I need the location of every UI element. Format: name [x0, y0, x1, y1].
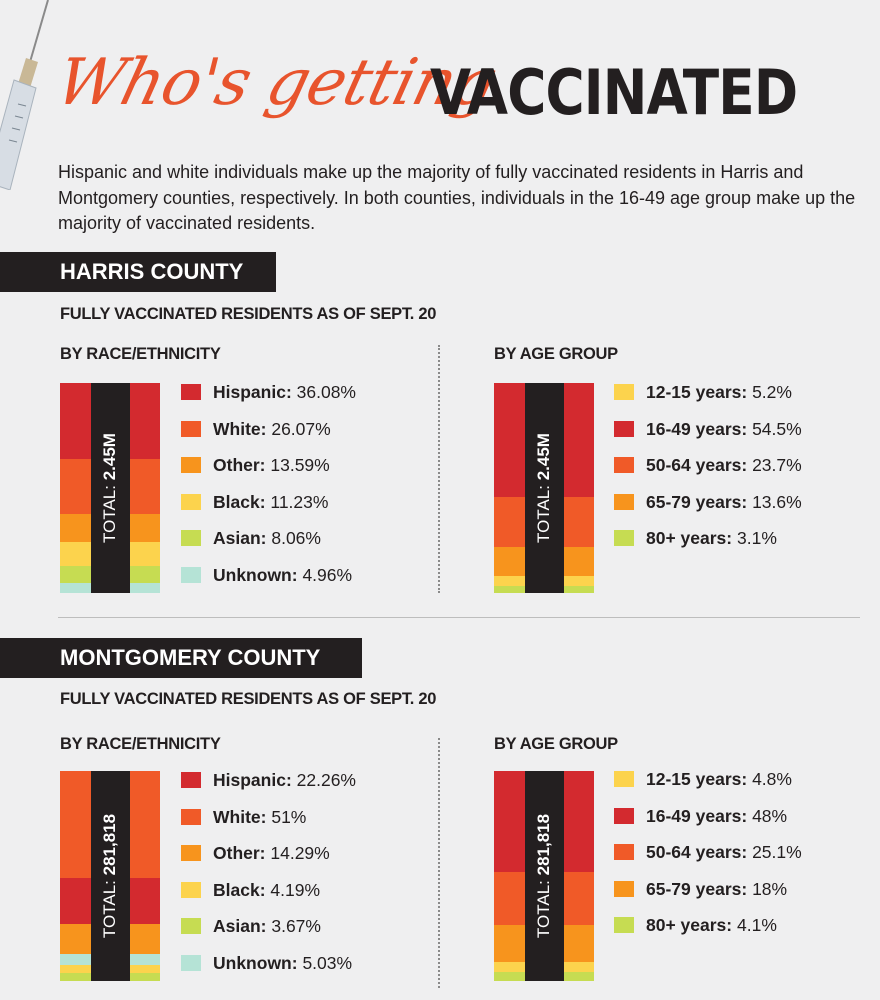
total-spine — [91, 383, 130, 593]
age-head-harris: BY AGE GROUP — [494, 345, 618, 363]
race-stacked-bar-montgomery: TOTAL: 281,818 — [60, 771, 160, 982]
total-spine — [525, 383, 564, 593]
total-label: TOTAL: 281,818 — [534, 813, 553, 939]
age-head-montgomery: BY AGE GROUP — [494, 735, 618, 753]
legend-item: Asian: 8.06% — [181, 528, 441, 565]
legend-item: Other: 14.29% — [181, 843, 441, 880]
legend-label: Asian: 8.06% — [213, 528, 321, 548]
legend-item: Unknown: 5.03% — [181, 953, 441, 990]
legend-label: Hispanic: 22.26% — [213, 770, 356, 790]
legend-item: White: 26.07% — [181, 419, 441, 456]
legend-item: White: 51% — [181, 807, 441, 844]
section-divider — [58, 617, 860, 618]
legend-item: Other: 13.59% — [181, 455, 441, 492]
legend-swatch — [614, 771, 634, 787]
legend-swatch — [614, 384, 634, 400]
legend-swatch — [181, 954, 201, 971]
legend-item: Unknown: 4.96% — [181, 565, 441, 602]
legend-swatch — [181, 530, 201, 546]
legend-swatch — [181, 493, 201, 510]
legend-item: Black: 4.19% — [181, 880, 441, 917]
legend-item: 12-15 years: 5.2% — [614, 382, 874, 419]
legend-label: 65-79 years: 13.6% — [646, 491, 802, 512]
legend-swatch — [614, 807, 634, 824]
legend-item: 65-79 years: 18% — [614, 879, 874, 916]
total-label: TOTAL: 2.45M — [534, 433, 553, 543]
legend-swatch — [614, 420, 634, 437]
total-label: TOTAL: 2.45M — [100, 433, 119, 543]
legend-swatch — [614, 844, 634, 860]
legend-swatch — [181, 457, 201, 473]
legend-label: 80+ years: 4.1% — [646, 915, 777, 935]
legend-item: Hispanic: 22.26% — [181, 770, 441, 807]
race-head-harris: BY RACE/ETHNICITY — [60, 345, 221, 363]
syringe-illustration — [0, 0, 49, 190]
legend-swatch — [614, 917, 634, 933]
legend-swatch — [181, 918, 201, 934]
legend-item: 12-15 years: 4.8% — [614, 769, 874, 806]
legend-swatch — [181, 881, 201, 898]
headline-block: VACCINATED — [430, 56, 798, 129]
legend-item: 50-64 years: 25.1% — [614, 842, 874, 879]
legend-item: 16-49 years: 48% — [614, 806, 874, 843]
legend-swatch — [614, 457, 634, 473]
race-legend-harris: Hispanic: 36.08% White: 26.07% Other: 13.5… — [181, 382, 441, 601]
legend-item: 80+ years: 3.1% — [614, 528, 874, 565]
age-legend-montgomery: 12-15 years: 4.8% 16-49 years: 48% 50-64 y… — [614, 769, 874, 952]
column-divider — [438, 345, 440, 593]
legend-label: 65-79 years: 18% — [646, 878, 788, 899]
legend-swatch — [614, 880, 634, 897]
legend-swatch — [181, 566, 201, 583]
legend-label: Black: 11.23% — [213, 491, 329, 512]
legend-label: 50-64 years: 23.7% — [646, 455, 802, 475]
legend-label: 80+ years: 3.1% — [646, 528, 777, 548]
age-stacked-bar-harris: TOTAL: 2.45M — [494, 383, 594, 594]
race-stacked-bar-harris: TOTAL: 2.45M — [60, 383, 160, 594]
legend-label: Hispanic: 36.08% — [213, 382, 356, 402]
legend-label: Unknown: 5.03% — [213, 952, 353, 973]
race-legend-montgomery: Hispanic: 22.26% White: 51% Other: 14.29% B… — [181, 770, 441, 989]
legend-swatch — [181, 808, 201, 825]
legend-label: White: 51% — [213, 806, 307, 827]
legend-item: 16-49 years: 54.5% — [614, 419, 874, 456]
age-legend-harris: 12-15 years: 5.2% 16-49 years: 54.5% 50-64… — [614, 382, 874, 565]
legend-label: 12-15 years: 5.2% — [646, 382, 792, 402]
legend-label: Asian: 3.67% — [213, 916, 321, 936]
legend-item: Hispanic: 36.08% — [181, 382, 441, 419]
subhead-harris: FULLY VACCINATED RESIDENTS AS OF SEPT. 2… — [60, 305, 437, 323]
legend-item: 50-64 years: 23.7% — [614, 455, 874, 492]
county-banner-montgomery: MONTGOMERY COUNTY — [0, 638, 362, 678]
legend-swatch — [181, 420, 201, 437]
intro-text: Hispanic and white individuals make up t… — [58, 162, 856, 233]
race-head-montgomery: BY RACE/ETHNICITY — [60, 735, 221, 753]
legend-label: 12-15 years: 4.8% — [646, 769, 792, 789]
total-spine — [525, 771, 564, 981]
legend-label: 16-49 years: 54.5% — [646, 418, 802, 439]
legend-swatch — [614, 530, 634, 546]
legend-swatch — [181, 384, 201, 400]
legend-label: White: 26.07% — [213, 418, 331, 439]
total-spine — [91, 771, 130, 981]
legend-swatch — [181, 772, 201, 788]
legend-label: 50-64 years: 25.1% — [646, 842, 802, 862]
legend-label: Black: 4.19% — [213, 879, 321, 900]
legend-item: Black: 11.23% — [181, 492, 441, 529]
county-banner-harris: HARRIS COUNTY — [0, 252, 276, 292]
legend-swatch — [181, 845, 201, 861]
legend-item: Asian: 3.67% — [181, 916, 441, 953]
column-divider — [438, 738, 440, 988]
total-label: TOTAL: 281,818 — [100, 813, 119, 939]
age-stacked-bar-montgomery: TOTAL: 281,818 — [494, 771, 594, 982]
headline: Who's getting VACCINATED — [49, 38, 873, 148]
subhead-montgomery: FULLY VACCINATED RESIDENTS AS OF SEPT. 2… — [60, 690, 437, 708]
legend-item: 65-79 years: 13.6% — [614, 492, 874, 529]
legend-label: 16-49 years: 48% — [646, 805, 788, 826]
legend-item: 80+ years: 4.1% — [614, 915, 874, 952]
legend-label: Other: 14.29% — [213, 843, 330, 863]
legend-label: Other: 13.59% — [213, 455, 330, 475]
legend-swatch — [614, 493, 634, 510]
legend-label: Unknown: 4.96% — [213, 564, 353, 585]
